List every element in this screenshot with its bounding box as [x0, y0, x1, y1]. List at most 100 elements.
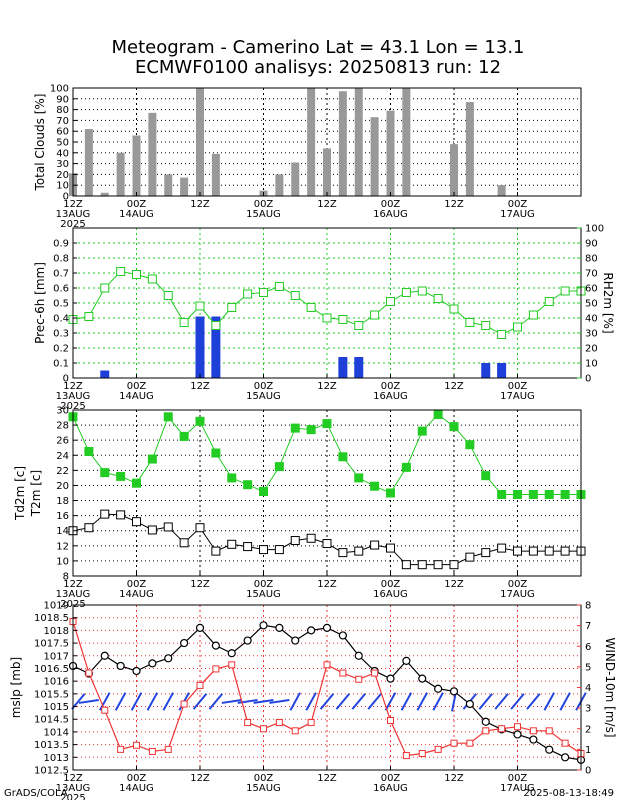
wind-point — [164, 745, 172, 753]
x-tick-label: 12Z — [190, 579, 210, 590]
wind-barb — [559, 692, 571, 711]
wind-barb — [146, 692, 159, 711]
mslp-point — [100, 651, 109, 660]
wind-barb — [162, 692, 174, 711]
y2-tick-label: 4 — [585, 683, 591, 694]
x-tick-date: 17AUG — [500, 589, 535, 600]
wind-point — [387, 717, 394, 724]
mslp-point — [116, 661, 125, 671]
td2m-point — [116, 510, 126, 520]
t2m-point — [513, 490, 522, 500]
y-tick-label: 100 — [50, 84, 69, 95]
td2m-point — [560, 546, 570, 556]
td2m-point — [386, 543, 395, 553]
td2m-point — [449, 560, 459, 570]
t2m-point — [211, 448, 221, 458]
y2-tick-label: 10 — [585, 359, 598, 370]
y-tick-label: 10 — [56, 181, 69, 192]
y-tick-label: 24 — [56, 451, 69, 462]
wind-barb — [319, 693, 335, 710]
t2m-point — [528, 490, 538, 500]
x-tick-date: 14AUG — [119, 391, 154, 402]
wind-point — [545, 727, 553, 735]
mslp-point — [545, 745, 554, 754]
x-tick-label: 12Z — [190, 381, 210, 392]
x-tick-label: 12Z — [317, 199, 337, 210]
y2-tick-label: 6 — [585, 642, 591, 653]
y-tick-label: 0.2 — [53, 344, 69, 355]
t2m-point — [290, 423, 300, 433]
y2-tick-label: 90 — [585, 239, 598, 250]
td2m-point — [481, 548, 491, 558]
x-tick-date: 15AUG — [246, 589, 281, 600]
x-tick-label: 00Z — [508, 199, 528, 210]
y-tick-label: 80 — [56, 105, 69, 116]
t2m-point — [195, 416, 205, 426]
mslp-point — [354, 651, 363, 660]
rh-point — [179, 318, 189, 327]
mslp-point — [338, 631, 347, 640]
td2m-point — [322, 539, 332, 549]
cloud-bar — [84, 129, 93, 196]
wind-point — [275, 719, 283, 727]
y-tick-label: 0.1 — [53, 359, 69, 370]
td2m-point — [132, 517, 141, 527]
td2m-point — [370, 540, 380, 550]
wind-point — [514, 723, 521, 731]
x-tick-date: 17AUG — [500, 391, 535, 402]
t2m-point — [560, 490, 570, 500]
y-tick-label: 1016 — [44, 677, 69, 688]
x-tick-label: 12Z — [63, 381, 83, 392]
td2m-point — [290, 536, 300, 546]
wind-barb — [269, 698, 290, 704]
wind-barb — [335, 693, 351, 710]
rh-point — [100, 283, 110, 293]
wind-point — [307, 719, 315, 727]
x-tick-label: 00Z — [127, 579, 147, 590]
y2-tick-label: 7 — [585, 621, 591, 632]
td2m-point — [179, 538, 189, 548]
precip-bar — [354, 357, 364, 378]
cloud-bar — [148, 112, 157, 196]
td2m-point — [433, 560, 443, 570]
precip-bar — [497, 363, 507, 378]
x-tick-year: 2025 — [60, 219, 85, 230]
precip-bar — [338, 357, 348, 378]
y2-tick-label: 20 — [585, 344, 598, 355]
td2m-point — [513, 546, 522, 556]
rh-point — [433, 294, 443, 303]
y-tick-label: 1018.5 — [34, 613, 69, 624]
t2m-point — [179, 431, 189, 441]
t2m-point — [354, 473, 364, 483]
rh-point — [259, 288, 268, 297]
precip-bar — [100, 370, 110, 378]
td2m-point — [147, 525, 157, 535]
y2-tick-label: 50 — [585, 299, 598, 310]
wind-point — [196, 681, 204, 689]
td2m-point — [528, 546, 538, 556]
y-tick-label: 30 — [56, 159, 69, 170]
mslp-point — [132, 666, 141, 676]
y-tick-label: 1016.5 — [34, 664, 69, 675]
mslp-point — [164, 654, 173, 663]
wind-point — [355, 675, 363, 683]
mslp-point — [275, 623, 284, 632]
y2-tick-label: 0 — [585, 766, 591, 777]
y-tick-label: 1013 — [44, 753, 69, 764]
cloud-bar — [211, 153, 220, 196]
wind-point — [101, 706, 109, 714]
td2m-point — [243, 542, 253, 552]
rh-point — [417, 286, 427, 296]
x-tick-date: 15AUG — [246, 209, 281, 220]
rh-point — [497, 330, 507, 339]
rh-point — [513, 322, 522, 332]
cloud-bar — [180, 177, 189, 196]
x-tick-label: 00Z — [381, 579, 401, 590]
y-tick-label: 70 — [56, 116, 69, 127]
td2m-point — [401, 560, 411, 570]
x-tick-label: 12Z — [317, 381, 337, 392]
x-tick-label: 00Z — [508, 773, 528, 784]
mslp-point — [513, 730, 522, 739]
rh-point — [274, 282, 284, 291]
